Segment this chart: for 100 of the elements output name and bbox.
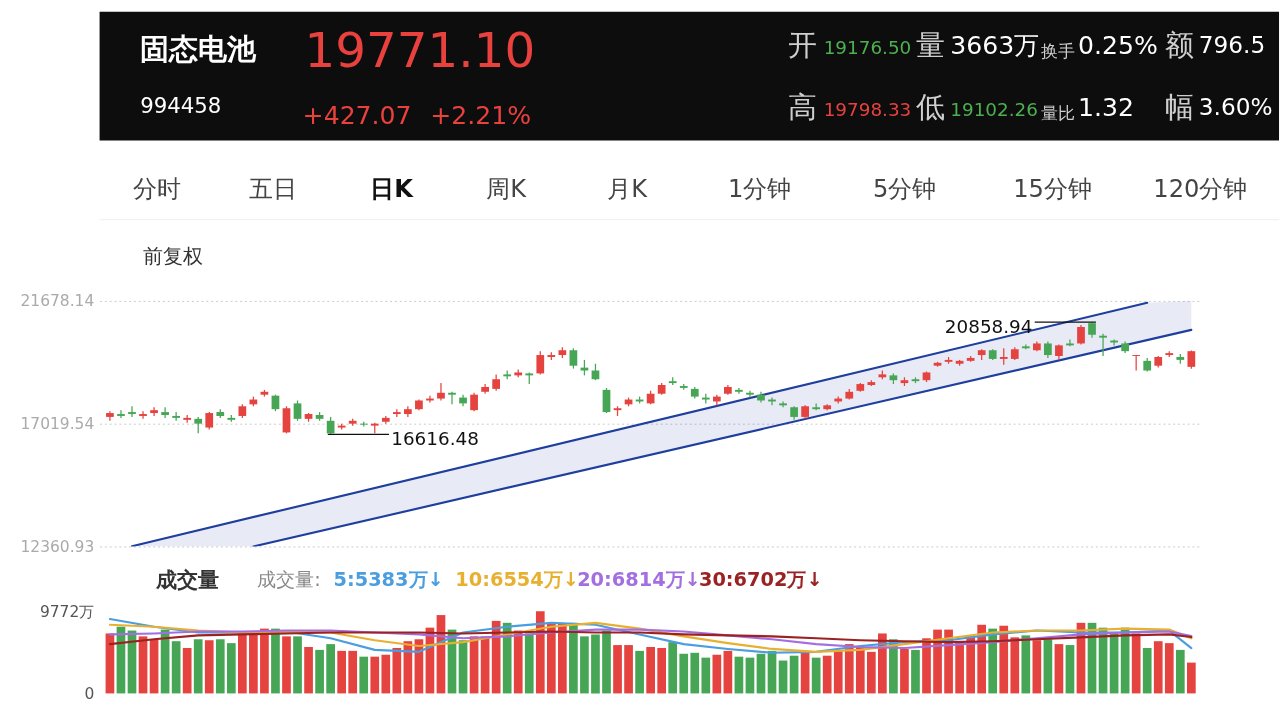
candlestick <box>448 391 456 405</box>
text: 额 <box>1164 28 1194 63</box>
annotation: 16616.48 <box>391 427 479 449</box>
bar <box>679 653 689 694</box>
text: 30:6702万↓ <box>698 568 823 592</box>
bar <box>1021 635 1031 694</box>
text: 19771.10 <box>304 21 536 78</box>
chart-subtitle: 994458 <box>140 93 222 119</box>
bar <box>1010 637 1020 694</box>
text: 低 <box>915 90 945 125</box>
bar <box>204 640 214 694</box>
text: +2.21% <box>430 100 532 130</box>
bar <box>337 650 347 694</box>
bar <box>315 649 324 694</box>
bar <box>569 622 578 694</box>
text: 周K <box>486 174 528 203</box>
bar <box>778 660 788 694</box>
candlestick <box>779 400 787 408</box>
bar <box>866 651 876 694</box>
bar <box>712 654 722 694</box>
bar <box>855 646 865 694</box>
text: 开 <box>787 28 817 63</box>
candlestick <box>172 411 180 422</box>
candlestick <box>293 399 302 422</box>
bar <box>348 650 358 694</box>
bar <box>359 656 369 694</box>
legend-title: 成交量: <box>257 568 321 592</box>
bar <box>558 623 567 694</box>
bar <box>701 657 711 694</box>
text: 月K <box>607 174 649 203</box>
bar <box>922 638 931 694</box>
candlestick <box>1187 349 1196 370</box>
bar <box>370 656 380 694</box>
text: 0.25% <box>1077 31 1158 61</box>
bar <box>1142 647 1152 694</box>
bar <box>999 625 1009 694</box>
y-tick-label: 9772万 <box>39 602 95 621</box>
y-tick-label: 0 <box>84 684 95 703</box>
bar <box>1186 662 1196 694</box>
y-tick-label: 21678.14 <box>20 292 95 311</box>
text: 换手 <box>1041 41 1076 62</box>
bar <box>756 653 766 694</box>
series-label: 10:6554万↓ <box>455 568 579 592</box>
text: 幅 <box>1164 90 1194 125</box>
bar <box>1043 639 1053 694</box>
bar <box>238 633 247 694</box>
bar <box>591 634 600 694</box>
bar <box>546 623 556 694</box>
bar <box>226 643 236 694</box>
text: 20:6814万↓ <box>577 568 701 592</box>
candlestick <box>150 406 158 417</box>
bar <box>1175 649 1185 694</box>
bar <box>900 648 909 694</box>
bar <box>381 654 391 694</box>
bar <box>624 645 633 694</box>
candlestick <box>161 406 169 419</box>
bar <box>822 655 832 694</box>
bar <box>193 639 203 694</box>
bar <box>690 652 700 694</box>
bar <box>149 639 159 694</box>
text: 3.60% <box>1198 93 1273 121</box>
text: 796.5 <box>1198 31 1266 59</box>
text: 19102.26 <box>950 99 1038 121</box>
bar <box>524 633 534 694</box>
text: 高 <box>787 90 817 125</box>
candlestick <box>106 410 114 422</box>
candlestick <box>437 382 445 402</box>
bar <box>723 650 733 694</box>
bar <box>745 657 755 694</box>
candlestick <box>746 390 754 399</box>
candlestick <box>139 410 147 420</box>
bar <box>392 647 402 694</box>
candlestick <box>602 387 611 414</box>
text: +427.07 <box>302 100 412 130</box>
bar <box>535 611 545 694</box>
bar <box>1032 640 1042 694</box>
candlestick <box>470 392 478 412</box>
text: 120分钟 <box>1153 174 1248 203</box>
bar <box>789 655 799 694</box>
bar <box>955 641 964 694</box>
bar <box>833 650 843 694</box>
text: 日K <box>370 174 415 203</box>
bar <box>668 642 678 694</box>
bar <box>933 629 942 694</box>
bar <box>1153 641 1163 694</box>
text: 5:5383万↓ <box>333 568 444 592</box>
text: 五日 <box>249 174 298 203</box>
text: 前复权 <box>143 244 204 269</box>
candlestick <box>735 387 743 395</box>
candlestick <box>569 347 578 370</box>
bar <box>326 644 335 694</box>
bar <box>282 636 291 694</box>
text: 1.32 <box>1077 93 1134 123</box>
bar <box>944 629 953 694</box>
bar <box>580 636 589 694</box>
bar <box>182 647 192 694</box>
chart-title: 成交量 <box>154 567 219 593</box>
bar <box>1065 645 1075 694</box>
text: 5分钟 <box>872 174 937 203</box>
text: 3663万 <box>950 31 1040 61</box>
